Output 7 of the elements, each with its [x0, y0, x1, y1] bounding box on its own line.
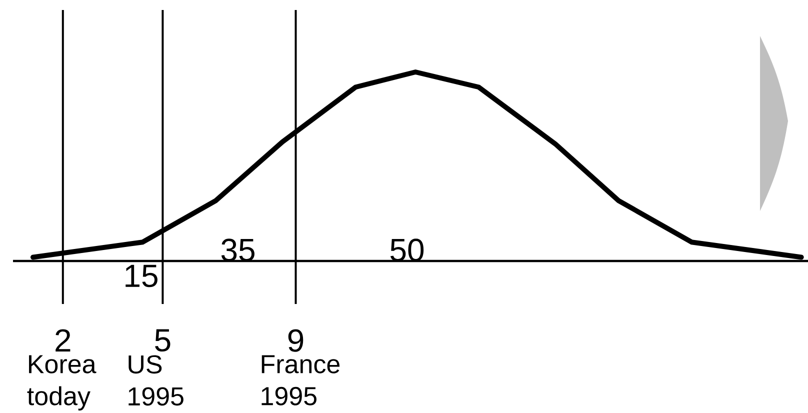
x-tick-label: 2 — [56, 329, 70, 352]
text: 15 — [126, 264, 158, 288]
x-tick-label: 5 — [155, 329, 170, 352]
ref-line-label: France 1995 — [262, 355, 340, 406]
x-tick-label: 9 — [288, 329, 304, 352]
ref-line-label: Korea today — [27, 355, 96, 410]
ref-line-label: US 1995 — [128, 355, 184, 406]
